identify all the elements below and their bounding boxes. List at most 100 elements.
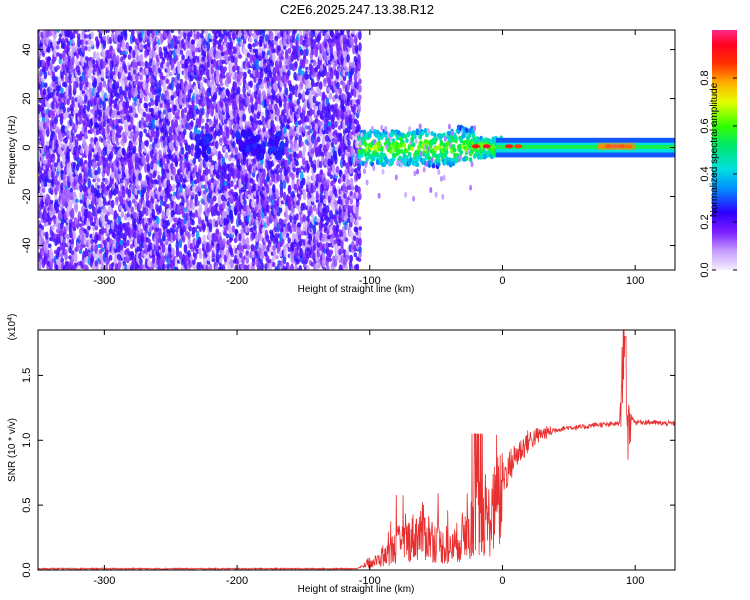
heatmap-cell xyxy=(319,103,323,111)
heatmap-cell xyxy=(48,153,52,159)
heatmap-cell xyxy=(163,178,168,189)
heatmap-cell xyxy=(79,148,84,154)
heatmap-cell xyxy=(125,109,129,119)
heatmap-cell xyxy=(74,175,79,181)
heatmap-cell xyxy=(174,133,178,141)
heatmap-cell xyxy=(130,213,134,219)
heatmap-cell xyxy=(326,228,330,235)
heatmap-cell xyxy=(66,165,70,176)
heatmap-cell xyxy=(285,205,289,214)
heatmap-cell xyxy=(166,208,170,218)
heatmap-cell xyxy=(134,237,138,249)
heatmap-cell xyxy=(185,198,189,204)
heatmap-cell xyxy=(115,65,119,76)
heatmap-cell xyxy=(233,81,238,91)
heatmap-cell xyxy=(85,220,90,228)
heatmap-cell xyxy=(47,178,52,183)
heatmap-cell xyxy=(79,115,83,121)
heatmap-cell xyxy=(72,191,76,197)
heatmap-cell xyxy=(136,185,141,191)
heatmap-cell xyxy=(81,90,86,95)
heatmap-cell xyxy=(56,52,60,57)
heatmap-cell xyxy=(85,265,89,270)
heatmap-cell xyxy=(123,232,127,241)
heatmap-cell xyxy=(41,228,45,239)
heatmap-cell xyxy=(338,132,342,138)
heatmap-cell xyxy=(140,142,145,149)
heatmap-cell xyxy=(40,134,45,145)
heatmap-cell xyxy=(297,222,302,228)
heatmap-cell xyxy=(223,261,228,266)
heatmap-cell xyxy=(329,216,334,226)
heatmap-cell xyxy=(72,44,76,53)
heatmap-cell xyxy=(331,113,336,123)
heatmap-cell xyxy=(223,33,228,43)
heatmap-cell xyxy=(305,264,310,270)
heatmap-cell xyxy=(134,212,138,218)
heatmap-cell xyxy=(315,198,320,203)
heatmap-cell xyxy=(328,257,332,262)
heatmap-cell xyxy=(85,230,89,238)
heatmap-cell xyxy=(95,128,100,136)
heatmap-cell xyxy=(242,38,247,45)
heatmap-cell xyxy=(97,147,102,156)
heatmap-cell xyxy=(41,76,45,83)
heatmap-cell xyxy=(66,107,71,113)
heatmap-cell xyxy=(70,250,75,255)
heatmap-cell xyxy=(260,83,264,90)
heatmap-cell xyxy=(49,247,53,259)
heatmap-cell xyxy=(276,124,280,132)
heatmap-cell xyxy=(300,230,305,236)
heatmap-cell xyxy=(312,159,317,164)
heatmap-cell xyxy=(51,208,56,216)
heatmap-cell xyxy=(226,200,230,207)
heatmap-cell xyxy=(207,254,211,262)
heatmap-cell xyxy=(261,115,265,122)
heatmap-cell xyxy=(83,234,87,246)
heatmap-cell xyxy=(308,107,313,117)
heatmap-cell xyxy=(266,63,270,73)
heatmap-cell xyxy=(282,244,287,252)
heatmap-cell xyxy=(85,146,90,157)
heatmap-cell xyxy=(156,170,160,177)
heatmap-cell xyxy=(215,40,219,45)
heatmap-cell xyxy=(196,200,200,206)
heatmap-cell xyxy=(133,231,137,240)
heatmap-cell xyxy=(319,205,323,213)
heatmap-cell xyxy=(83,160,88,165)
heatmap-cell xyxy=(305,59,309,65)
heatmap-cell xyxy=(51,224,55,232)
heatmap-cell xyxy=(181,197,185,206)
heatmap-cell xyxy=(195,108,200,115)
heatmap-cell xyxy=(218,236,223,247)
heatmap-cell xyxy=(206,97,210,102)
heatmap-cell xyxy=(329,67,334,73)
heatmap-cell xyxy=(104,213,109,222)
heatmap-cell xyxy=(120,211,125,219)
heatmap-cell xyxy=(208,221,213,230)
heatmap-cell xyxy=(145,207,149,217)
heatmap-cell xyxy=(174,119,179,128)
heatmap-cell xyxy=(42,45,47,51)
heatmap-cell xyxy=(215,264,219,270)
heatmap-cell xyxy=(222,74,226,79)
heatmap-cell xyxy=(149,221,153,232)
heatmap-cell xyxy=(68,255,72,260)
heatmap-cell xyxy=(312,162,317,171)
heatmap-cell xyxy=(134,44,138,51)
heatmap-cell xyxy=(270,169,274,174)
heatmap-cell xyxy=(204,166,209,176)
heatmap-cell xyxy=(234,228,238,236)
heatmap-cell xyxy=(56,45,60,50)
heatmap-cell xyxy=(189,243,194,250)
heatmap-cell xyxy=(344,210,349,220)
heatmap-cell xyxy=(43,70,48,80)
heatmap-cell xyxy=(47,195,51,204)
heatmap-cell xyxy=(87,59,92,69)
heatmap-cell xyxy=(326,140,330,151)
heatmap-cell xyxy=(199,32,204,39)
heatmap-cell xyxy=(222,200,226,210)
heatmap-cell xyxy=(261,227,266,233)
heatmap-cell xyxy=(312,224,317,235)
heatmap-cell xyxy=(319,192,324,204)
